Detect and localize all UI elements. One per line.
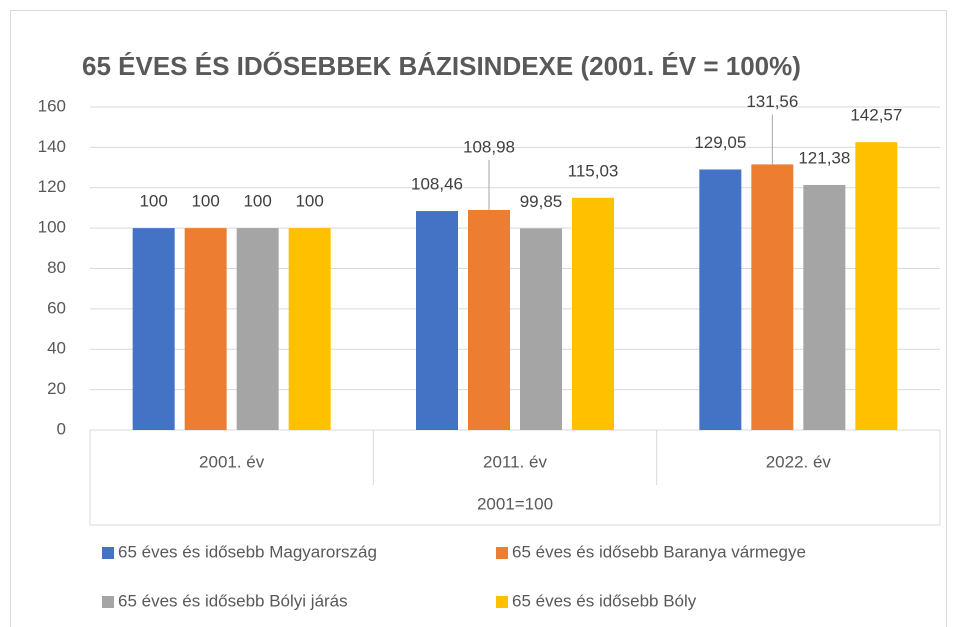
bar bbox=[572, 197, 614, 430]
y-tick-label: 120 bbox=[38, 177, 66, 196]
bar bbox=[699, 169, 742, 430]
data-label: 131,56 bbox=[746, 92, 798, 111]
y-tick-label: 60 bbox=[47, 298, 66, 317]
chart-title: 65 ÉVES ÉS IDŐSEBBEK BÁZISINDEXE (2001. … bbox=[82, 51, 801, 81]
legend-swatch bbox=[102, 596, 114, 608]
bar bbox=[236, 228, 279, 430]
legend-label: 65 éves és idősebb Magyarország bbox=[118, 542, 377, 561]
data-label: 115,03 bbox=[568, 161, 619, 180]
y-tick-label: 80 bbox=[47, 258, 66, 277]
bar bbox=[468, 209, 510, 430]
x-tick-label: 2011. év bbox=[483, 452, 547, 471]
data-label: 100 bbox=[243, 192, 271, 211]
data-label: 142,57 bbox=[850, 106, 902, 125]
bar bbox=[803, 184, 846, 430]
data-label: 99,85 bbox=[520, 192, 563, 211]
legend-swatch bbox=[102, 547, 114, 559]
legend-label: 65 éves és idősebb Bóly bbox=[512, 591, 697, 610]
bar bbox=[288, 228, 331, 430]
x-tick-label: 2022. év bbox=[766, 452, 832, 471]
bar bbox=[855, 142, 898, 430]
legend-label: 65 éves és idősebb Baranya vármegye bbox=[512, 542, 806, 561]
y-tick-label: 100 bbox=[38, 218, 66, 237]
bar bbox=[184, 228, 227, 430]
y-tick-label: 140 bbox=[38, 137, 66, 156]
y-tick-label: 40 bbox=[47, 339, 66, 358]
legend-swatch bbox=[496, 547, 508, 559]
data-label: 100 bbox=[139, 192, 167, 211]
data-label: 129,05 bbox=[694, 133, 746, 152]
bar bbox=[416, 211, 458, 430]
legend-swatch bbox=[496, 596, 508, 608]
data-label: 108,46 bbox=[411, 175, 463, 194]
x-axis-title: 2001=100 bbox=[477, 494, 553, 513]
y-tick-label: 0 bbox=[57, 419, 66, 438]
data-label: 108,98 bbox=[463, 137, 515, 156]
bar bbox=[751, 164, 794, 430]
x-tick-label: 2001. év bbox=[199, 452, 265, 471]
legend-label: 65 éves és idősebb Bólyi járás bbox=[118, 591, 348, 610]
y-tick-label: 20 bbox=[47, 379, 66, 398]
y-tick-label: 160 bbox=[38, 96, 66, 115]
bar bbox=[520, 228, 562, 430]
data-label: 100 bbox=[191, 192, 219, 211]
bar bbox=[132, 228, 175, 430]
data-label: 121,38 bbox=[798, 148, 850, 167]
data-label: 100 bbox=[295, 192, 323, 211]
